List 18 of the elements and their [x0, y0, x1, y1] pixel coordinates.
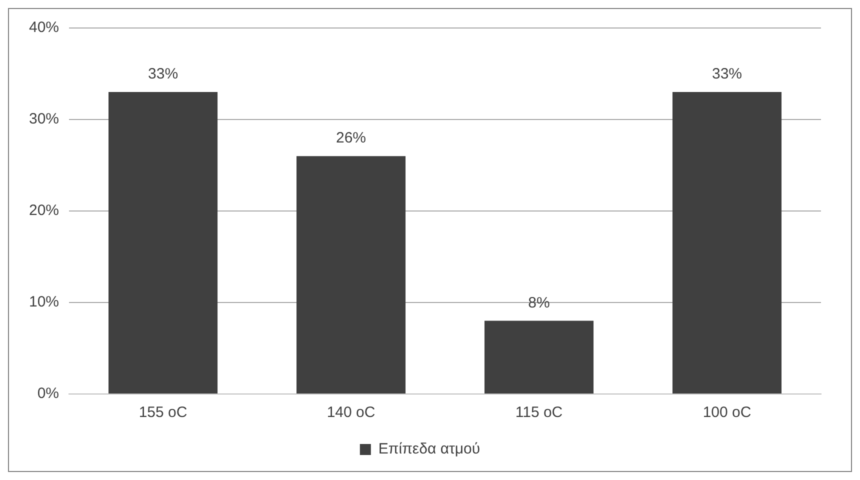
x-tick-label: 115 oC: [515, 404, 563, 422]
bar: [108, 92, 218, 394]
x-tick-label: 155 oC: [138, 404, 188, 422]
bar: [296, 156, 406, 394]
bar: [484, 320, 594, 394]
y-tick-label: 40%: [28, 19, 60, 36]
x-tick-label: 100 oC: [702, 404, 752, 422]
data-label: 26%: [336, 130, 366, 147]
data-label: 33%: [712, 66, 742, 83]
data-label: 33%: [148, 66, 178, 83]
y-tick-label: 0%: [37, 385, 60, 402]
bar: [672, 92, 782, 394]
legend-label: Επίπεδα ατμού: [378, 440, 480, 458]
y-tick-label: 30%: [28, 110, 60, 128]
y-tick-label: 10%: [28, 294, 60, 311]
x-tick-label: 140 oC: [326, 404, 376, 422]
data-label: 8%: [528, 294, 550, 312]
y-tick-label: 20%: [28, 202, 60, 220]
